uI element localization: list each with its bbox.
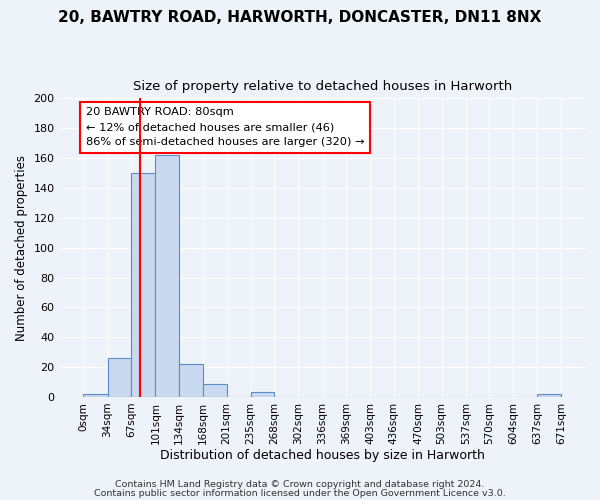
Y-axis label: Number of detached properties: Number of detached properties (15, 154, 28, 340)
Text: 20, BAWTRY ROAD, HARWORTH, DONCASTER, DN11 8NX: 20, BAWTRY ROAD, HARWORTH, DONCASTER, DN… (58, 10, 542, 25)
Bar (179, 364, 203, 397)
Bar (131, 173, 155, 397)
X-axis label: Distribution of detached houses by size in Harworth: Distribution of detached houses by size … (160, 450, 485, 462)
Text: Contains HM Land Registry data © Crown copyright and database right 2024.: Contains HM Land Registry data © Crown c… (115, 480, 485, 489)
Bar (537, 394, 561, 397)
Title: Size of property relative to detached houses in Harworth: Size of property relative to detached ho… (133, 80, 512, 93)
Bar (203, 384, 227, 397)
Text: 20 BAWTRY ROAD: 80sqm
← 12% of detached houses are smaller (46)
86% of semi-deta: 20 BAWTRY ROAD: 80sqm ← 12% of detached … (86, 108, 364, 147)
Bar (83, 394, 107, 397)
Bar (155, 155, 179, 397)
Bar (251, 392, 274, 397)
Text: Contains public sector information licensed under the Open Government Licence v3: Contains public sector information licen… (94, 488, 506, 498)
Bar (107, 358, 131, 397)
